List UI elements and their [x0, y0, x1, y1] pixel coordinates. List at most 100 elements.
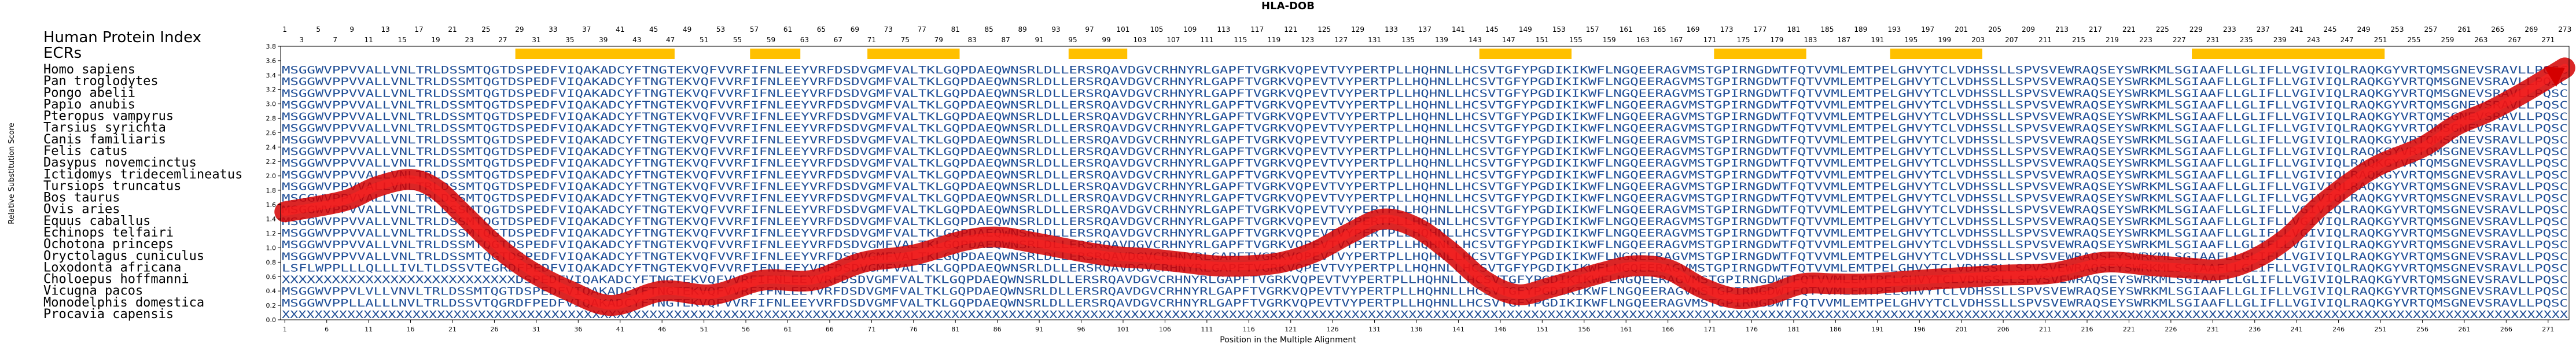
data-point: [2521, 91, 2525, 95]
top-position-label: 149: [1519, 25, 1532, 34]
top-position-label: 213: [2055, 25, 2069, 34]
species-label: Vicugna pacos: [43, 284, 143, 298]
top-position-label: 39: [599, 36, 608, 44]
sequence-row: MSGGWVPPVVALLVNLTRLDSSMTQGTDSPEDFVIQAKAD…: [282, 99, 2568, 111]
x-tick-label: 216: [2081, 326, 2093, 333]
data-point: [761, 279, 764, 282]
top-position-label: 233: [2223, 25, 2236, 34]
top-position-label: 31: [532, 36, 540, 44]
x-tick-label: 111: [1201, 326, 1213, 333]
x-tick-label: 26: [490, 326, 498, 333]
top-position-label: 201: [1955, 25, 1968, 34]
x-tick-label: 176: [1746, 326, 1758, 333]
x-tick-label: 191: [1871, 326, 1883, 333]
x-tick-label: 256: [2416, 326, 2428, 333]
y-tick-label: 2.8: [266, 115, 277, 122]
top-position-label: 99: [1102, 36, 1110, 44]
top-position-label: 117: [1250, 25, 1264, 34]
top-position-label: 187: [1837, 36, 1850, 44]
top-position-label: 129: [1351, 25, 1364, 34]
y-tick-label: 1.2: [266, 230, 277, 238]
y-tick-label: 0.8: [266, 259, 277, 266]
species-label: Papio anubis: [43, 97, 135, 112]
top-position-label: 195: [1904, 36, 1918, 44]
top-position-label: 247: [2341, 36, 2354, 44]
x-tick-label: 81: [951, 326, 959, 333]
x-tick-label: 241: [2291, 326, 2303, 333]
data-point: [1247, 264, 1250, 268]
x-tick-label: 206: [1997, 326, 2010, 333]
data-point: [1348, 232, 1351, 235]
sequence-row: MSGGWVPPVVALLVNLTRLDSSMTQGTDSPEDFVIQAKAD…: [282, 76, 2568, 88]
top-position-label: 163: [1636, 36, 1650, 44]
data-point: [2563, 66, 2567, 69]
data-point: [2487, 109, 2491, 113]
data-point: [2371, 167, 2374, 171]
x-tick-label: 106: [1159, 326, 1171, 333]
top-position-label: 265: [2491, 25, 2504, 34]
x-tick-label: 31: [532, 326, 540, 333]
y-tick-label: 1.4: [266, 216, 277, 223]
data-point: [376, 185, 379, 189]
species-label: Equus caballus: [43, 214, 150, 228]
top-position-label: 235: [2240, 36, 2253, 44]
data-point: [2220, 268, 2223, 271]
y-tick-label: 2.4: [266, 143, 277, 151]
data-point: [2001, 274, 2005, 277]
data-point: [342, 200, 345, 203]
top-position-label: 177: [1754, 25, 1767, 34]
top-position-label: 83: [968, 36, 977, 44]
top-position-label: 49: [683, 25, 691, 34]
x-tick-label: 211: [2039, 326, 2051, 333]
x-tick-label: 6: [325, 326, 329, 333]
top-position-label: 37: [582, 25, 591, 34]
top-position-label: 169: [1687, 25, 1700, 34]
x-tick-label: 76: [910, 326, 918, 333]
top-position-label: 55: [733, 36, 742, 44]
data-point: [862, 260, 865, 264]
top-position-label: 79: [934, 36, 943, 44]
plot-frame: [280, 46, 2570, 320]
top-position-label: 63: [800, 36, 809, 44]
top-position-label: 221: [2122, 25, 2136, 34]
x-tick-label: 221: [2123, 326, 2135, 333]
top-position-label: 87: [1002, 36, 1010, 44]
species-label: Canis familiaris: [43, 132, 166, 147]
top-position-label: 123: [1301, 36, 1314, 44]
top-position-label: 21: [448, 25, 457, 34]
data-point: [1700, 286, 1703, 289]
ecr-bar: [750, 49, 801, 59]
data-point: [2454, 124, 2457, 127]
top-position-label: 143: [1469, 36, 1482, 44]
top-position-label: 267: [2508, 36, 2521, 44]
top-position-label: 259: [2441, 36, 2454, 44]
top-position-label: 67: [834, 36, 842, 44]
y-tick-label: 3.0: [266, 101, 277, 108]
top-position-label: 245: [2324, 25, 2337, 34]
ecr-bar: [2192, 49, 2385, 59]
data-point: [2052, 271, 2055, 275]
species-label: Oryctolagus cuniculus: [43, 249, 204, 263]
top-position-label: 179: [1771, 36, 1784, 44]
top-position-label: 255: [2408, 36, 2421, 44]
y-tick-label: 2.0: [266, 172, 277, 180]
top-position-label: 61: [783, 25, 792, 34]
top-position-label: 89: [1018, 25, 1026, 34]
data-point: [2102, 260, 2106, 264]
x-tick-label: 246: [2332, 326, 2345, 333]
top-position-label: 43: [632, 36, 641, 44]
top-position-label: 75: [901, 36, 910, 44]
sequence-row: MSGGWVPPVVALLVNLTRLDSSMTQGTDSPEDFVIQAKAD…: [282, 64, 2568, 76]
data-point: [660, 289, 664, 293]
data-point: [1951, 276, 1955, 280]
data-point: [2420, 145, 2424, 149]
data-point: [1767, 293, 1770, 296]
top-position-label: 131: [1368, 36, 1381, 44]
data-point: [283, 210, 286, 213]
top-position-label: 109: [1183, 25, 1197, 34]
top-position-label: 27: [498, 36, 507, 44]
y-tick-label: 2.2: [266, 158, 277, 165]
y-tick-label: 3.6: [266, 57, 277, 65]
top-position-label: 3: [299, 36, 304, 44]
ecr-bar: [1068, 49, 1128, 59]
